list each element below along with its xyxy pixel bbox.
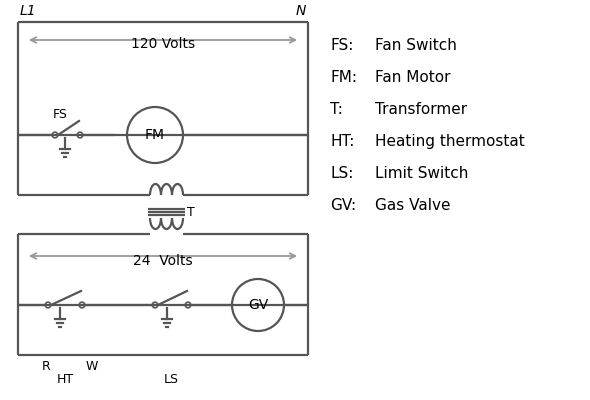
Text: Fan Motor: Fan Motor xyxy=(375,70,451,85)
Text: FS: FS xyxy=(53,108,68,121)
Text: T: T xyxy=(187,206,195,218)
Text: FS:: FS: xyxy=(330,38,353,53)
Text: GV:: GV: xyxy=(330,198,356,213)
Text: Fan Switch: Fan Switch xyxy=(375,38,457,53)
Text: Heating thermostat: Heating thermostat xyxy=(375,134,525,149)
Text: FM:: FM: xyxy=(330,70,357,85)
Text: 24  Volts: 24 Volts xyxy=(133,254,193,268)
Text: Gas Valve: Gas Valve xyxy=(375,198,451,213)
Text: GV: GV xyxy=(248,298,268,312)
Text: W: W xyxy=(86,360,99,373)
Text: HT: HT xyxy=(57,373,74,386)
Text: 120 Volts: 120 Volts xyxy=(131,37,195,51)
Text: N: N xyxy=(296,4,306,18)
Text: L1: L1 xyxy=(20,4,37,18)
Text: Transformer: Transformer xyxy=(375,102,467,117)
Text: HT:: HT: xyxy=(330,134,355,149)
Text: T:: T: xyxy=(330,102,343,117)
Text: Limit Switch: Limit Switch xyxy=(375,166,468,181)
Text: LS: LS xyxy=(164,373,179,386)
Text: LS:: LS: xyxy=(330,166,353,181)
Text: R: R xyxy=(42,360,51,373)
Text: FM: FM xyxy=(145,128,165,142)
